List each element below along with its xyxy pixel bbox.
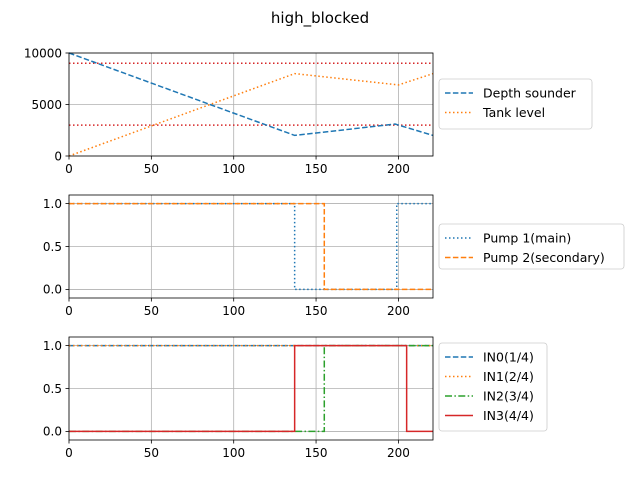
y-tick-label: 0.5 [43, 382, 62, 396]
y-tick-label: 0.0 [43, 425, 62, 439]
legend-box [438, 342, 548, 432]
legend: Pump 1(main) Pump 2(secondary) [438, 223, 625, 270]
legend-label: Depth sounder [483, 86, 577, 101]
x-tick-label: 0 [65, 446, 73, 460]
y-tick-label: 5000 [31, 98, 62, 112]
chart-panel-2: 0 50 100 150 200 0.0 0.5 1.0 Pump 1(main) Pump 2(… [43, 194, 625, 318]
legend-label: IN1(2/4) [483, 369, 534, 384]
y-tick-label: 0.5 [43, 240, 62, 254]
x-tick-label: 0 [65, 304, 73, 318]
y-tick-label: 1.0 [43, 339, 62, 353]
legend-label: IN2(3/4) [483, 389, 534, 404]
legend: Depth sounder Tank level [438, 78, 593, 130]
chart-panel-3: 0 50 100 150 200 0.0 0.5 1.0 IN0(1/4) IN1(2/4) IN2… [43, 336, 548, 460]
x-tick-label: 100 [222, 304, 245, 318]
legend-box [438, 78, 593, 130]
y-tick-label: 10000 [24, 46, 62, 60]
legend-label: IN3(4/4) [483, 408, 534, 423]
series-line-4 [69, 344, 433, 433]
legend: IN0(1/4) IN1(2/4) IN2(3/4) IN3(4/4) [438, 342, 548, 432]
legend-box [438, 223, 625, 270]
chart-title: high_blocked [271, 9, 369, 28]
x-tick-label: 0 [65, 162, 73, 176]
x-tick-label: 100 [222, 446, 245, 460]
x-tick-label: 50 [144, 304, 159, 318]
series-line-2 [69, 72, 433, 157]
y-tick-label: 0.0 [43, 283, 62, 297]
chart-panel-1: 0 50 100 150 200 0 5000 10000 Depth sounder Tank … [24, 46, 593, 176]
legend-label: Pump 2(secondary) [483, 250, 605, 265]
x-tick-label: 50 [144, 162, 159, 176]
series-line-1 [69, 202, 433, 291]
y-tick-label: 1.0 [43, 197, 62, 211]
series-line-2 [69, 202, 433, 291]
legend-label: IN0(1/4) [483, 350, 534, 365]
x-tick-label: 150 [305, 162, 328, 176]
series-line-1 [69, 52, 433, 137]
x-tick-label: 200 [387, 304, 410, 318]
legend-label: Tank level [482, 105, 545, 120]
x-tick-label: 200 [387, 446, 410, 460]
x-tick-label: 150 [305, 304, 328, 318]
y-tick-label: 0 [54, 149, 62, 163]
x-tick-label: 50 [144, 446, 159, 460]
x-tick-label: 150 [305, 446, 328, 460]
x-tick-label: 100 [222, 162, 245, 176]
legend-label: Pump 1(main) [483, 231, 571, 246]
x-tick-label: 200 [387, 162, 410, 176]
